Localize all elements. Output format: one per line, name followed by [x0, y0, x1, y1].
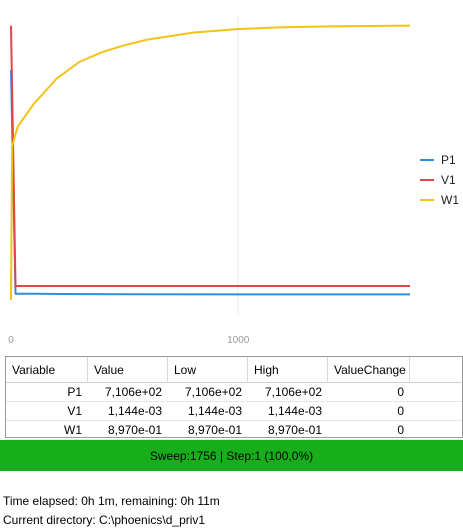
cell-variable: V1 — [67, 404, 82, 418]
status-bar: Sweep:1756 | Step:1 (100,0%) — [0, 440, 463, 471]
x-tick-label: 0 — [8, 335, 14, 346]
chart-svg: 0 1000 — [8, 15, 411, 346]
series-line-p1 — [10, 70, 410, 296]
header-value[interactable]: Value — [88, 357, 168, 382]
cell-high: 1,144e-03 — [267, 404, 322, 418]
current-directory-text: Current directory: C:\phoenics\d_priv1 — [3, 513, 206, 527]
cell-valuechange: 0 — [397, 404, 404, 418]
legend-swatch-v1 — [420, 179, 434, 181]
series-line-v1 — [10, 25, 410, 287]
cell-variable: W1 — [64, 423, 82, 437]
header-variable[interactable]: Variable — [6, 357, 88, 382]
table-row[interactable]: P1 7,106e+02 7,106e+02 7,106e+02 0 — [6, 383, 462, 402]
variables-grid[interactable]: Variable Value Low High ValueChange P1 7… — [5, 356, 463, 440]
cell-value: 8,970e-01 — [107, 423, 162, 437]
cell-high: 8,970e-01 — [267, 423, 322, 437]
table-row[interactable]: V1 1,144e-03 1,144e-03 1,144e-03 0 — [6, 402, 462, 421]
time-elapsed-text: Time elapsed: 0h 1m, remaining: 0h 11m — [3, 494, 220, 508]
table-row[interactable]: W1 8,970e-01 8,970e-01 8,970e-01 0 — [6, 421, 462, 440]
cell-valuechange: 0 — [397, 385, 404, 399]
legend-swatch-p1 — [420, 159, 434, 161]
cell-variable: P1 — [67, 385, 82, 399]
cell-low: 8,970e-01 — [187, 423, 242, 437]
legend-item-v1: V1 — [420, 170, 459, 190]
residuals-chart: 0 1000 P1 V1 W1 — [8, 15, 459, 346]
legend-swatch-w1 — [420, 199, 434, 201]
cell-high: 7,106e+02 — [264, 385, 322, 399]
cell-valuechange: 0 — [397, 423, 404, 437]
legend-item-p1: P1 — [420, 150, 459, 170]
header-low[interactable]: Low — [168, 357, 248, 382]
grid-header: Variable Value Low High ValueChange — [6, 357, 462, 383]
legend-label-p1: P1 — [441, 153, 456, 167]
x-tick-label: 1000 — [227, 335, 250, 346]
header-high[interactable]: High — [248, 357, 328, 382]
legend-label-w1: W1 — [441, 193, 459, 207]
cell-value: 7,106e+02 — [104, 385, 162, 399]
header-valuechange[interactable]: ValueChange — [328, 357, 410, 382]
legend-item-w1: W1 — [420, 190, 459, 210]
cell-value: 1,144e-03 — [107, 404, 162, 418]
chart-legend: P1 V1 W1 — [420, 150, 459, 210]
cell-low: 7,106e+02 — [184, 385, 242, 399]
legend-label-v1: V1 — [441, 173, 456, 187]
cell-low: 1,144e-03 — [187, 404, 242, 418]
status-text: Sweep:1756 | Step:1 (100,0%) — [149, 448, 314, 463]
series-line-w1 — [10, 24, 411, 301]
